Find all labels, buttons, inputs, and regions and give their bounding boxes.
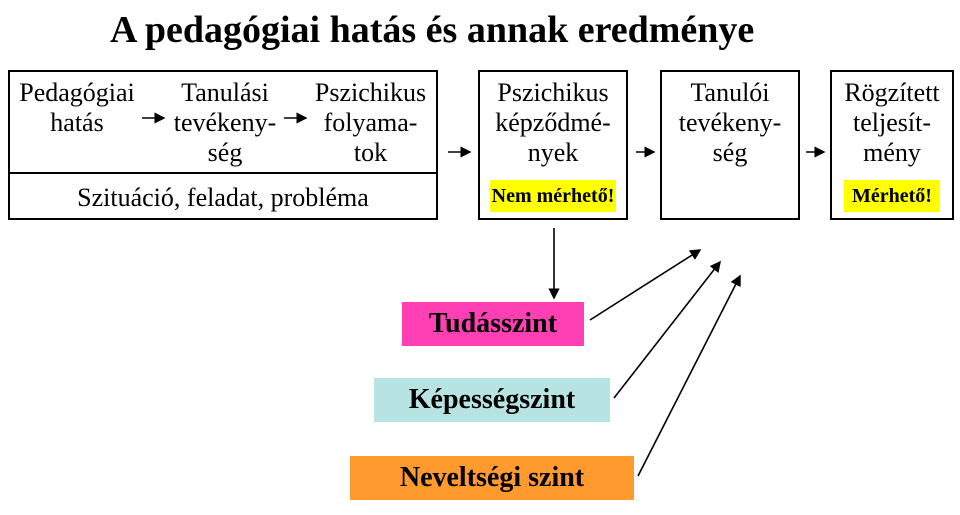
label-tudasszint: Tudásszint [402, 302, 584, 346]
label-nem-merheto: Nem mérhető! [490, 180, 616, 212]
cell-pedagogiai-hatas: Pedagógiai hatás [12, 78, 142, 138]
label-kepessegszint: Képességszint [374, 378, 610, 422]
cell-tanuloi-tevekenyseg: Tanulói tevékeny- ség [665, 78, 795, 168]
situation-row: Szituáció, feladat, probléma [10, 178, 436, 218]
cell-rogzitett-teljesitmeny: Rögzített teljesít- mény [834, 78, 950, 168]
left-divider [8, 172, 438, 174]
label-neveltsegi: Neveltségi szint [350, 456, 634, 500]
label-merheto: Mérhető! [844, 180, 940, 212]
page-title: A pedagógiai hatás és annak eredménye [110, 8, 754, 52]
cell-pszichikus-folyamatok: Pszichikus folyama- tok [308, 78, 433, 168]
cell-pszichikus-kepzodmenyek: Pszichikus képződmé- nyek [485, 78, 621, 168]
cell-tanulasi-tevekenyseg: Tanulási tevékeny- ség [165, 78, 285, 168]
